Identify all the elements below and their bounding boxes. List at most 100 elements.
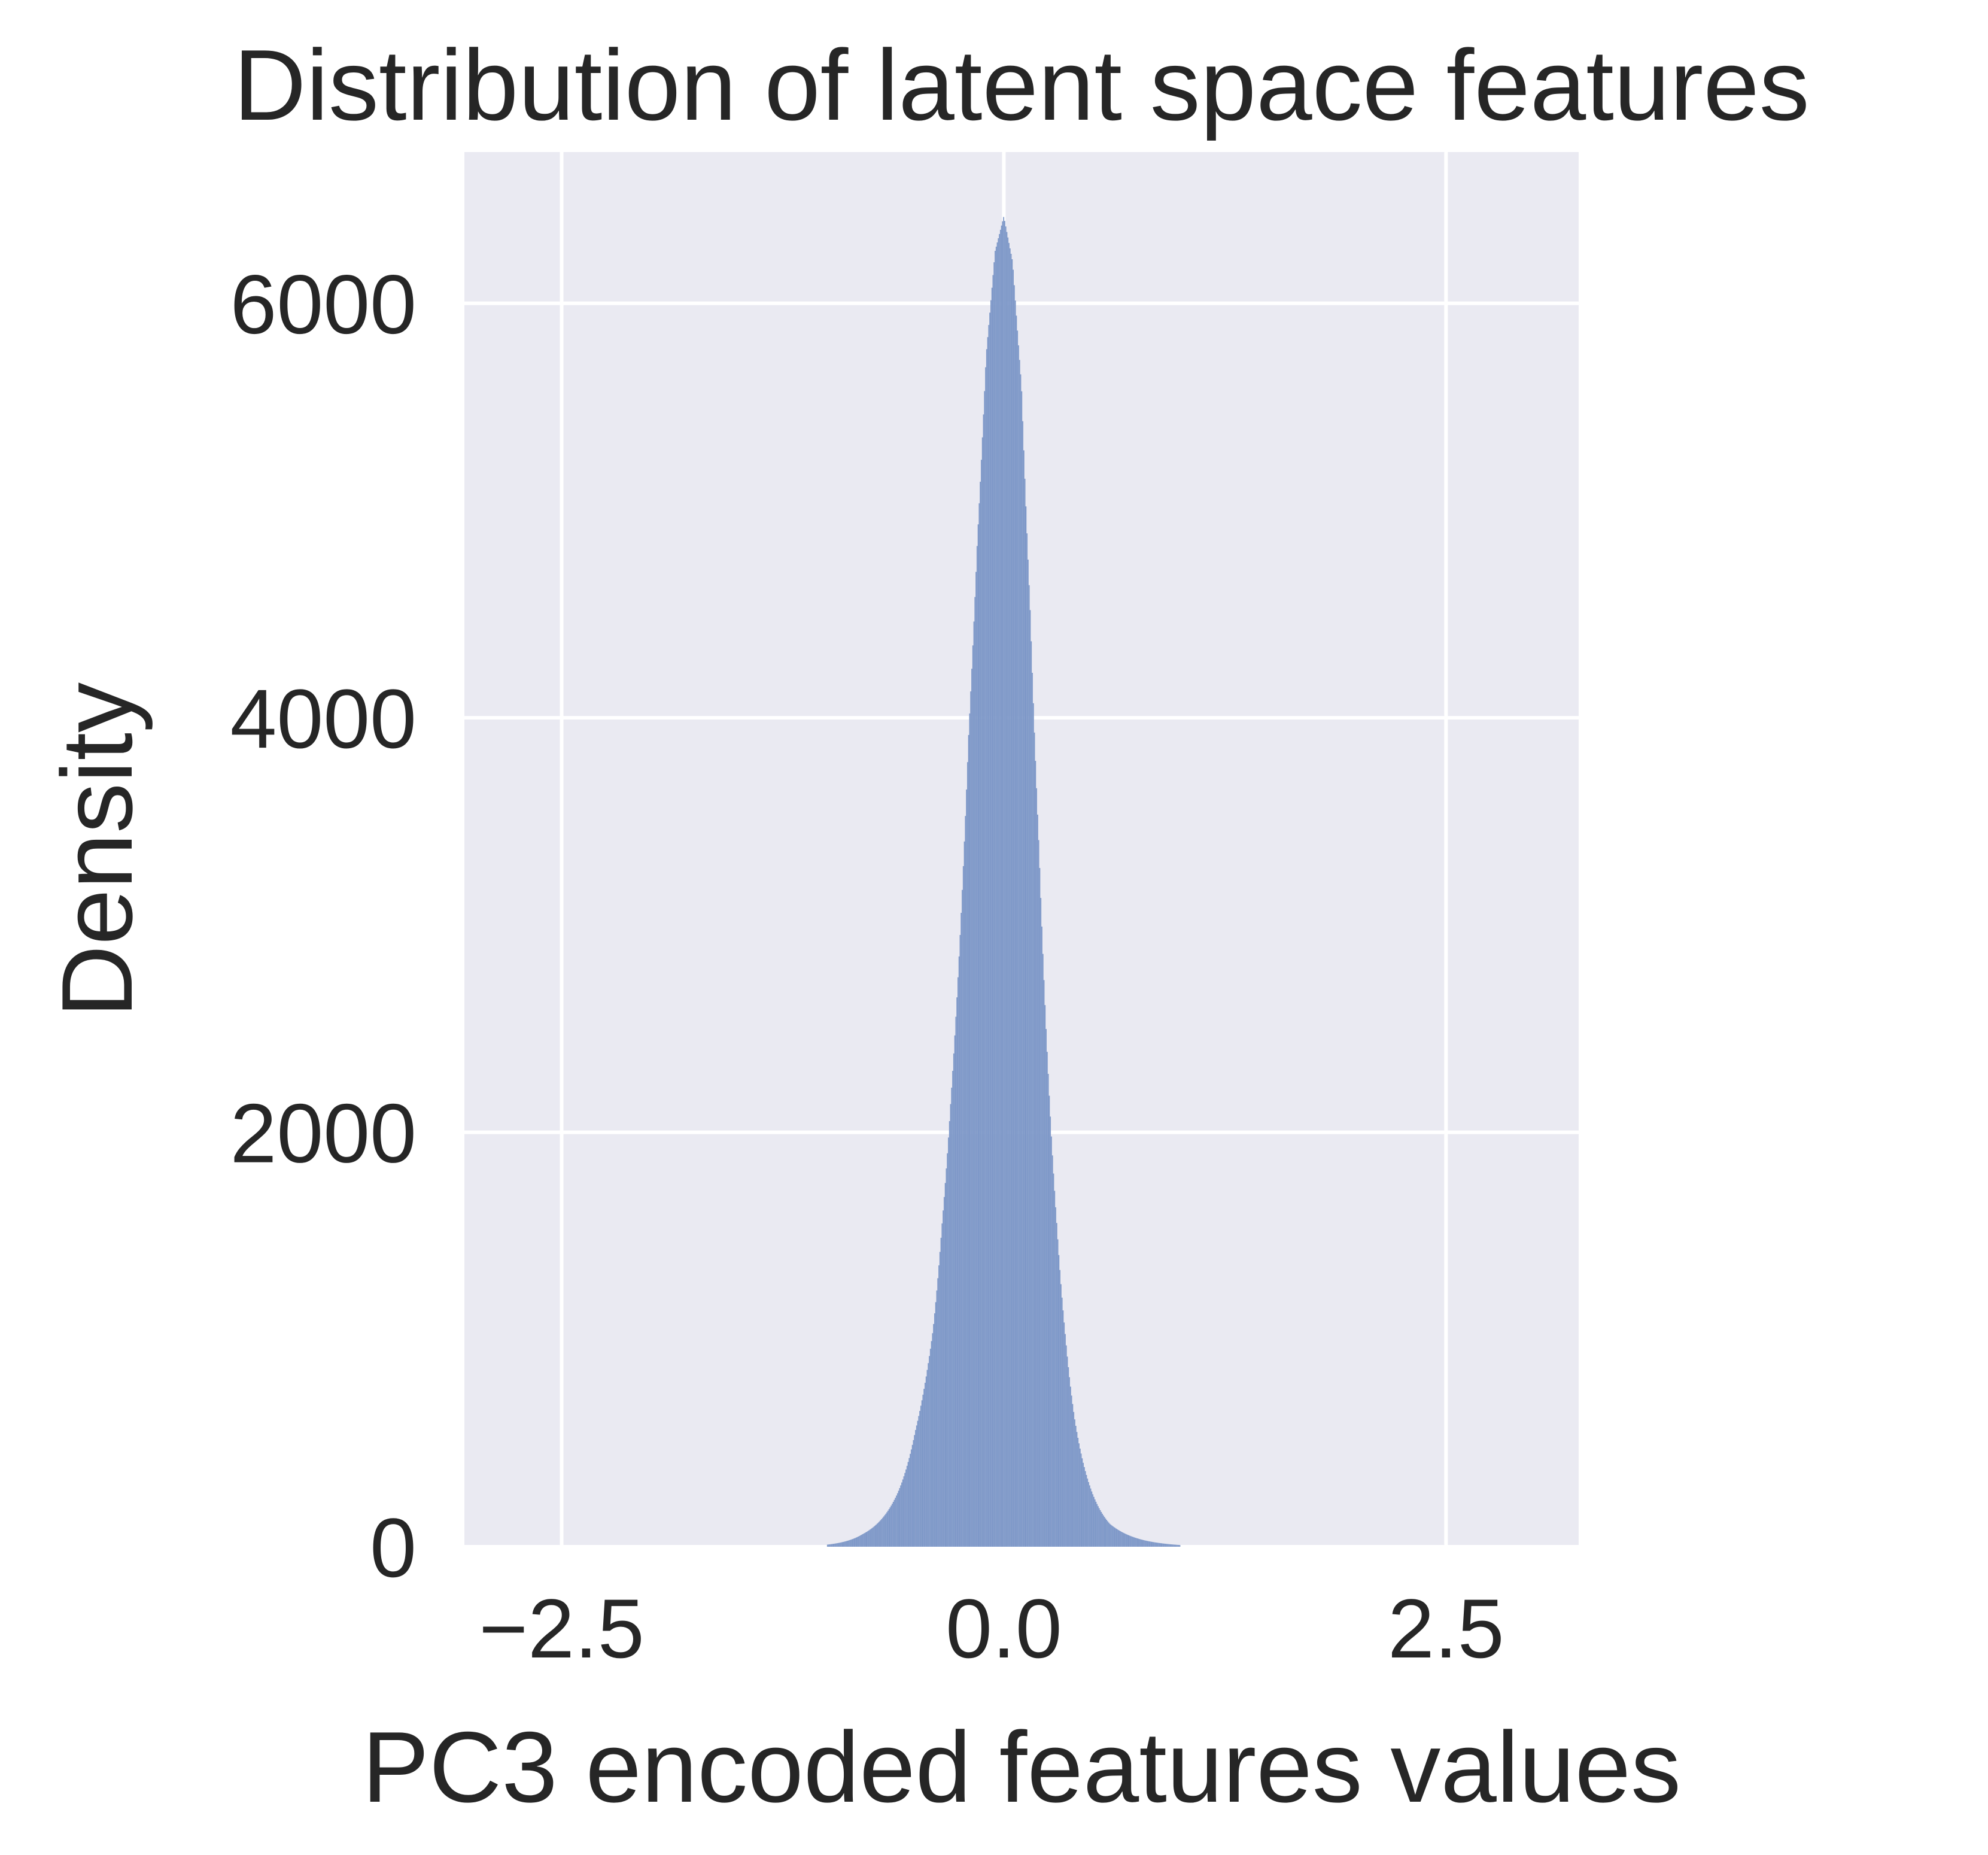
histogram-bar bbox=[849, 1540, 850, 1547]
histogram-bar bbox=[906, 1465, 908, 1547]
histogram-bar bbox=[867, 1531, 869, 1547]
histogram-bar bbox=[918, 1416, 920, 1547]
histogram-bar bbox=[950, 1104, 952, 1547]
histogram-bar bbox=[995, 251, 996, 1547]
histogram-bar bbox=[904, 1473, 906, 1547]
histogram-bar bbox=[1004, 221, 1005, 1547]
histogram-bar bbox=[884, 1515, 886, 1547]
histogram-bar bbox=[1016, 315, 1017, 1547]
histogram-bar bbox=[1154, 1542, 1155, 1547]
histogram-bar bbox=[996, 242, 998, 1547]
histogram-bar bbox=[1017, 330, 1019, 1547]
histogram-bar bbox=[1151, 1541, 1153, 1547]
histogram-bar bbox=[1071, 1395, 1072, 1547]
histogram-bar bbox=[892, 1501, 894, 1547]
histogram-bar bbox=[947, 1153, 949, 1547]
histogram-bar bbox=[1054, 1191, 1056, 1547]
histogram-bar bbox=[1065, 1345, 1067, 1547]
histogram-bar bbox=[998, 238, 999, 1547]
histogram-bar bbox=[1160, 1543, 1162, 1547]
histogram-bar bbox=[873, 1527, 874, 1547]
histogram-bar bbox=[1068, 1367, 1069, 1547]
histogram-bar bbox=[1078, 1443, 1080, 1547]
histogram-bar bbox=[1113, 1527, 1115, 1547]
histogram-bar bbox=[850, 1540, 852, 1547]
histogram-bar bbox=[858, 1537, 859, 1547]
histogram-bar bbox=[1171, 1544, 1172, 1547]
histogram-bar bbox=[1172, 1544, 1174, 1547]
histogram-bar bbox=[963, 841, 965, 1547]
histogram-bar bbox=[1098, 1506, 1099, 1547]
histogram-bar bbox=[1013, 285, 1015, 1547]
histogram-bar bbox=[1131, 1537, 1133, 1547]
histogram-bar bbox=[1062, 1310, 1064, 1547]
histogram-bar bbox=[965, 816, 966, 1547]
histogram-bar bbox=[981, 460, 982, 1547]
histogram-bar bbox=[1003, 217, 1005, 1547]
histogram-bar bbox=[885, 1513, 887, 1547]
histogram-bar bbox=[1044, 1005, 1046, 1547]
histogram-bar bbox=[1014, 300, 1016, 1547]
histogram-bar bbox=[1135, 1538, 1137, 1547]
histogram-bar bbox=[1073, 1411, 1075, 1547]
histogram-bar bbox=[962, 866, 964, 1547]
histogram-bar bbox=[1099, 1510, 1101, 1547]
histogram-bar bbox=[855, 1537, 857, 1547]
histogram-bar bbox=[836, 1543, 838, 1547]
histogram-bar bbox=[908, 1458, 910, 1547]
histogram-bar bbox=[1096, 1504, 1098, 1547]
histogram-bar bbox=[968, 734, 969, 1547]
histogram-bar bbox=[1080, 1453, 1082, 1547]
histogram-bar bbox=[913, 1440, 914, 1547]
histogram-bar bbox=[1169, 1544, 1171, 1547]
histogram-bar bbox=[1019, 360, 1020, 1547]
histogram-bar bbox=[985, 367, 986, 1547]
histogram-bar bbox=[905, 1469, 907, 1547]
histogram-bar bbox=[1107, 1521, 1108, 1547]
histogram-bar bbox=[1118, 1530, 1120, 1547]
histogram-bar bbox=[975, 572, 977, 1547]
histogram-bar bbox=[1165, 1544, 1167, 1547]
histogram-bar bbox=[1159, 1543, 1160, 1547]
histogram-bar bbox=[1089, 1485, 1090, 1547]
histogram-bar bbox=[1010, 253, 1012, 1547]
histogram-bar bbox=[1048, 1095, 1050, 1547]
histogram-bar bbox=[1102, 1513, 1103, 1547]
histogram-bar bbox=[1148, 1541, 1150, 1547]
histogram-bar bbox=[1126, 1534, 1127, 1547]
histogram-bar bbox=[966, 789, 967, 1547]
histogram-bar bbox=[984, 391, 986, 1547]
histogram-bar bbox=[1095, 1501, 1097, 1547]
histogram-bar bbox=[941, 1223, 943, 1547]
histogram-bar bbox=[844, 1541, 846, 1547]
histogram-bar bbox=[977, 524, 979, 1547]
histogram-bar bbox=[926, 1370, 928, 1547]
histogram-bar bbox=[990, 300, 992, 1547]
histogram-bar bbox=[1133, 1537, 1135, 1547]
histogram-bar bbox=[1038, 840, 1039, 1547]
histogram-bar bbox=[1042, 954, 1044, 1547]
histogram-bar bbox=[1149, 1541, 1151, 1547]
histogram-bar bbox=[922, 1394, 924, 1547]
x-tick-label: −2.5 bbox=[479, 1581, 644, 1675]
histogram-bar bbox=[831, 1544, 832, 1547]
histogram-bar bbox=[1069, 1386, 1071, 1547]
histogram-bar bbox=[954, 1035, 956, 1547]
histogram-bar bbox=[949, 1121, 950, 1547]
histogram-bar bbox=[986, 349, 987, 1547]
histogram-bar bbox=[940, 1237, 942, 1547]
histogram-bar bbox=[981, 437, 983, 1547]
histogram-bar bbox=[843, 1541, 844, 1547]
histogram-bar bbox=[1008, 242, 1010, 1547]
histogram-bar bbox=[1094, 1499, 1096, 1547]
histogram-bar bbox=[1102, 1515, 1104, 1547]
y-tick-label: 2000 bbox=[230, 1086, 417, 1180]
histogram-bar bbox=[958, 956, 960, 1547]
histogram-bar bbox=[1092, 1494, 1093, 1547]
histogram-bar bbox=[882, 1517, 883, 1547]
histogram-bar bbox=[952, 1070, 953, 1547]
y-tick-labels: 0 2000 4000 6000 bbox=[230, 257, 417, 1595]
histogram-bar bbox=[1158, 1543, 1159, 1547]
histogram-bar bbox=[881, 1519, 883, 1547]
histogram-bar bbox=[936, 1290, 938, 1547]
